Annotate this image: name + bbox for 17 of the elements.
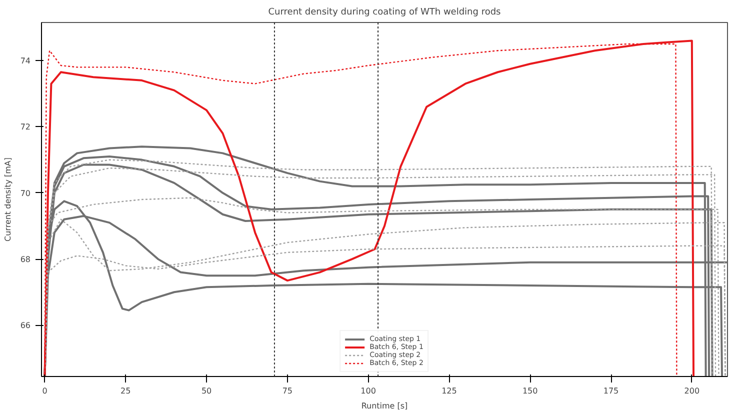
- y-tick-label: 74: [20, 56, 31, 66]
- x-tick-label: 50: [201, 386, 212, 396]
- x-tick-label: 0: [42, 386, 48, 396]
- x-tick-label: 100: [360, 386, 376, 396]
- x-tick-label: 125: [442, 386, 457, 396]
- y-tick-label: 66: [20, 321, 31, 330]
- x-axis-title: Runtime [s]: [361, 402, 408, 410]
- y-axis-title: Current density [mA]: [3, 158, 12, 242]
- y-tick-label: 70: [20, 188, 31, 198]
- y-tick-label: 68: [20, 255, 31, 264]
- x-tick-label: 200: [684, 386, 700, 396]
- x-tick-label: 175: [603, 386, 619, 396]
- x-tick-label: 150: [522, 386, 538, 396]
- x-tick-label: 25: [120, 386, 131, 396]
- chart-title: Current density during coating of WTh welding rods: [268, 8, 502, 18]
- x-tick-label: 75: [282, 386, 293, 396]
- y-tick-label: 72: [20, 122, 31, 132]
